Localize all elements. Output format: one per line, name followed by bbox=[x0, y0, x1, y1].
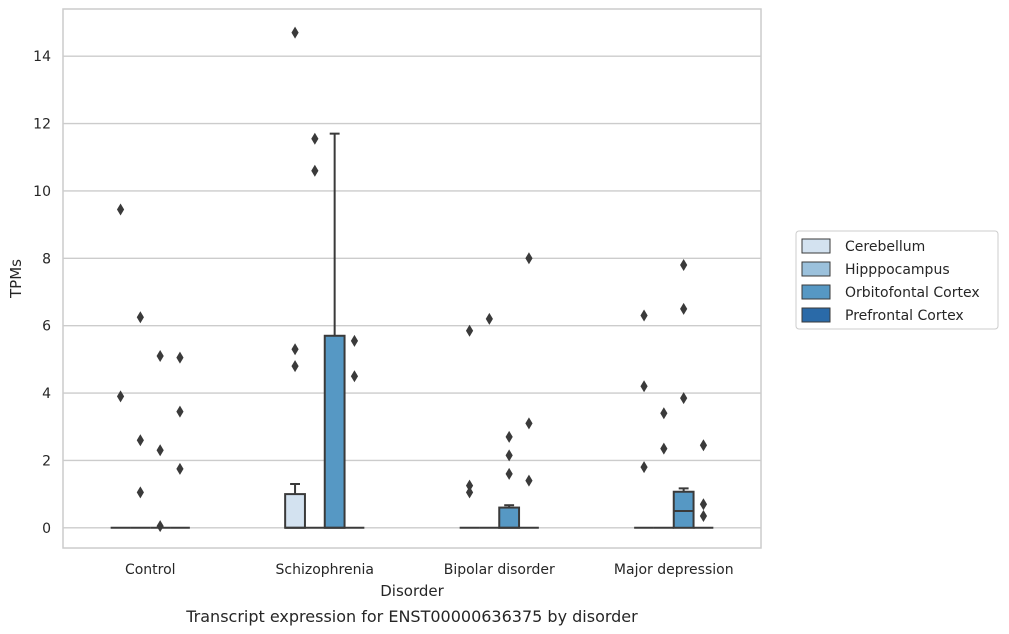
y-axis-label: TPMs bbox=[7, 259, 25, 299]
outlier-point bbox=[116, 203, 125, 216]
outlier-point bbox=[156, 444, 164, 457]
box-body bbox=[323, 334, 346, 529]
y-tick-label: 14 bbox=[33, 49, 51, 65]
y-axis-ticks: 0 2 4 6 8 10 12 14 bbox=[33, 49, 51, 537]
box-3-2 bbox=[672, 487, 695, 529]
x-tick-label: Bipolar disorder bbox=[444, 562, 555, 578]
outlier-point bbox=[699, 498, 708, 511]
legend-swatch bbox=[801, 261, 831, 277]
legend-label: Hipppocampus bbox=[845, 262, 950, 278]
outlier-point bbox=[136, 311, 144, 324]
outlier-point bbox=[640, 380, 648, 393]
legend-swatch bbox=[801, 307, 831, 323]
outlier-point bbox=[660, 407, 668, 420]
outlier-point bbox=[525, 417, 533, 430]
legend-label: Cerebellum bbox=[845, 239, 925, 255]
box-2-2 bbox=[498, 504, 521, 529]
outlier-point bbox=[660, 442, 668, 455]
y-gridlines bbox=[63, 55, 761, 529]
outlier-point bbox=[505, 467, 513, 480]
outlier-point bbox=[525, 474, 533, 487]
outlier-point bbox=[176, 351, 184, 364]
outlier-point bbox=[291, 26, 299, 39]
y-tick-label: 6 bbox=[42, 319, 51, 335]
plot-frame bbox=[62, 8, 762, 549]
outlier-point bbox=[485, 312, 493, 325]
box-groups bbox=[110, 132, 714, 529]
outlier-point bbox=[680, 259, 688, 272]
box-1-2 bbox=[323, 132, 346, 529]
x-axis-ticks: Control Schizophrenia Bipolar disorder Majo… bbox=[125, 562, 734, 578]
outlier-point bbox=[640, 461, 648, 474]
box-1-0 bbox=[284, 482, 306, 529]
y-tick-label: 10 bbox=[33, 184, 51, 200]
outlier-point bbox=[350, 370, 359, 383]
legend-frame bbox=[795, 230, 999, 330]
outlier-point bbox=[465, 479, 474, 492]
outlier-point bbox=[525, 252, 533, 265]
legend-swatch bbox=[801, 284, 831, 300]
outlier-point bbox=[311, 164, 319, 177]
outlier-point bbox=[136, 434, 144, 447]
outlier-point bbox=[176, 462, 184, 475]
legend-swatch bbox=[801, 238, 831, 254]
outlier-point bbox=[680, 302, 688, 315]
y-tick-label: 0 bbox=[42, 521, 51, 537]
legend-label: Orbitofontal Cortex bbox=[845, 285, 980, 301]
y-tick-label: 8 bbox=[42, 251, 51, 267]
box-body bbox=[498, 506, 521, 529]
outlier-point bbox=[291, 343, 299, 356]
outlier-point bbox=[291, 360, 299, 373]
outlier-point bbox=[505, 449, 513, 462]
y-tick-label: 4 bbox=[42, 386, 51, 402]
box-body bbox=[672, 490, 695, 529]
outlier-point bbox=[176, 405, 184, 418]
outlier-point bbox=[699, 509, 708, 522]
outlier-point bbox=[680, 392, 688, 405]
x-tick-label: Control bbox=[125, 562, 176, 578]
outlier-point bbox=[350, 334, 359, 347]
outlier-point bbox=[465, 486, 474, 499]
outlier-point bbox=[640, 309, 648, 322]
outlier-point bbox=[699, 439, 708, 452]
x-tick-label: Major depression bbox=[614, 562, 734, 578]
box-body bbox=[284, 493, 306, 529]
legend: Cerebellum Hipppocampus Orbitofontal Corte… bbox=[795, 230, 999, 330]
outlier-point bbox=[156, 520, 164, 533]
outlier-point bbox=[136, 486, 144, 499]
legend-label: Prefrontal Cortex bbox=[845, 308, 964, 324]
outlier-points bbox=[116, 26, 708, 533]
outlier-point bbox=[505, 430, 513, 443]
x-axis-label: Disorder bbox=[380, 582, 444, 600]
y-tick-label: 12 bbox=[33, 117, 51, 133]
outlier-point bbox=[465, 324, 474, 337]
outlier-point bbox=[156, 349, 164, 362]
outlier-point bbox=[116, 390, 125, 403]
outlier-point bbox=[311, 132, 319, 145]
chart-caption: Transcript expression for ENST0000063637… bbox=[185, 607, 638, 626]
x-tick-label: Schizophrenia bbox=[276, 562, 374, 578]
y-tick-label: 2 bbox=[42, 453, 51, 469]
